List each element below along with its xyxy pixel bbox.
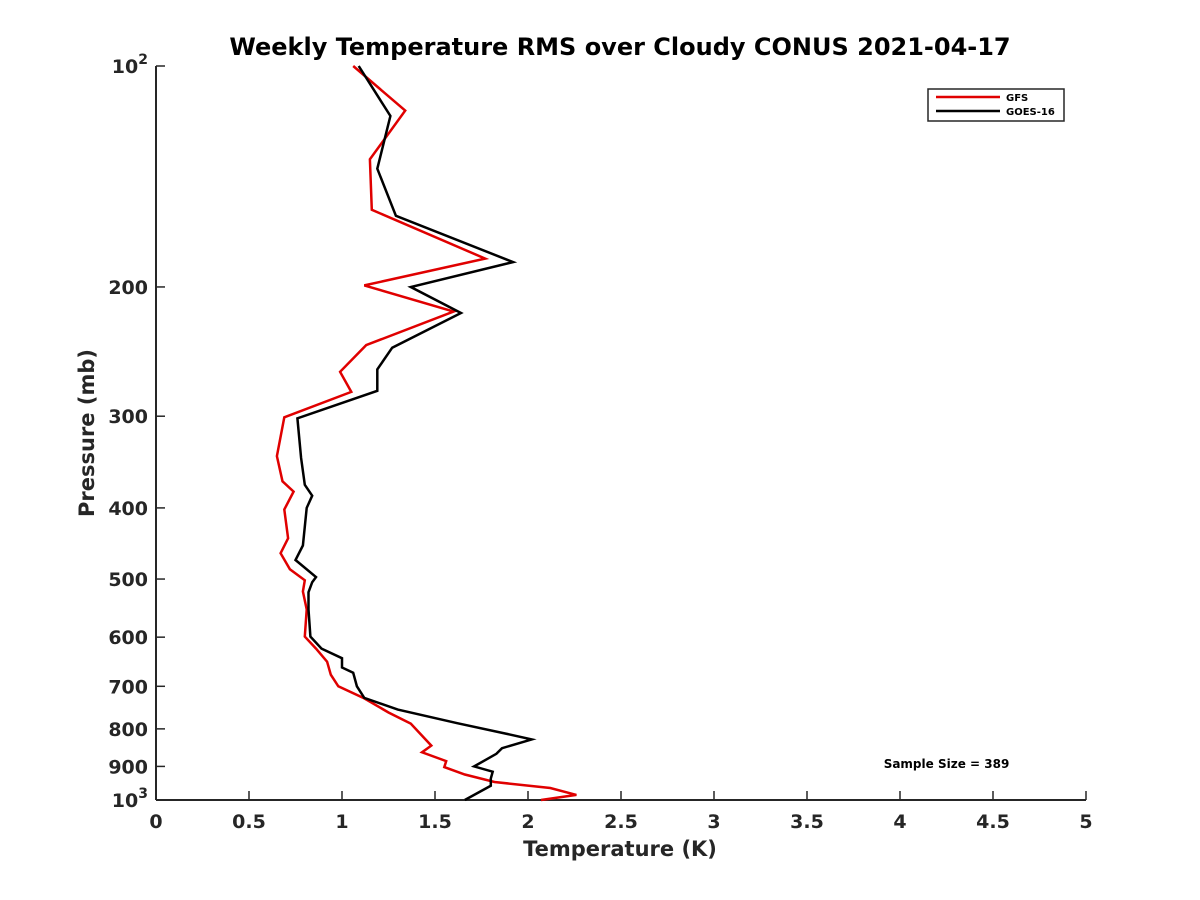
- x-tick-label: 3.5: [790, 811, 824, 833]
- series-line-goes16: [293, 65, 537, 802]
- x-tick-label: 5: [1079, 811, 1092, 833]
- x-tick-label: 1: [335, 811, 348, 833]
- y-tick-label: 103: [112, 786, 148, 812]
- legend: GFS GOES-16: [927, 88, 1065, 122]
- x-tick-label: 4.5: [976, 811, 1010, 833]
- y-axis-label: Pressure (mb): [75, 349, 99, 517]
- chart-title: Weekly Temperature RMS over Cloudy CONUS…: [229, 33, 1010, 61]
- y-tick-label: 200: [108, 277, 148, 299]
- y-tick-label: 500: [108, 569, 148, 591]
- y-ticks: 102 200 300 400 500 600 700 800 900 103: [108, 52, 165, 812]
- y-tick-label: 400: [108, 498, 148, 520]
- y-tick-label: 102: [112, 52, 148, 78]
- x-tick-label: 2: [521, 811, 534, 833]
- y-tick-label: 700: [108, 676, 148, 698]
- series-layer: [275, 65, 577, 802]
- x-tick-label: 0: [149, 811, 162, 833]
- plot-area: [155, 66, 1086, 801]
- y-tick-label: 800: [108, 719, 148, 741]
- x-tick-label: 0.5: [232, 811, 266, 833]
- x-axis-label: Temperature (K): [523, 837, 717, 861]
- legend-label-goes16: GOES-16: [1006, 107, 1055, 118]
- series-line-gfs: [275, 65, 577, 802]
- legend-box: [927, 88, 1065, 122]
- y-tick-label: 900: [108, 756, 148, 778]
- y-tick-label: 300: [108, 406, 148, 428]
- y-tick-label: 600: [108, 627, 148, 649]
- legend-label-gfs: GFS: [1006, 93, 1028, 104]
- x-tick-label: 1.5: [418, 811, 452, 833]
- x-tick-label: 3: [707, 811, 720, 833]
- sample-size-annotation: Sample Size = 389: [884, 757, 1010, 771]
- x-ticks: 0 0.5 1 1.5 2 2.5 3 3.5 4 4.5 5: [149, 791, 1093, 833]
- x-tick-label: 2.5: [604, 811, 638, 833]
- x-tick-label: 4: [893, 811, 906, 833]
